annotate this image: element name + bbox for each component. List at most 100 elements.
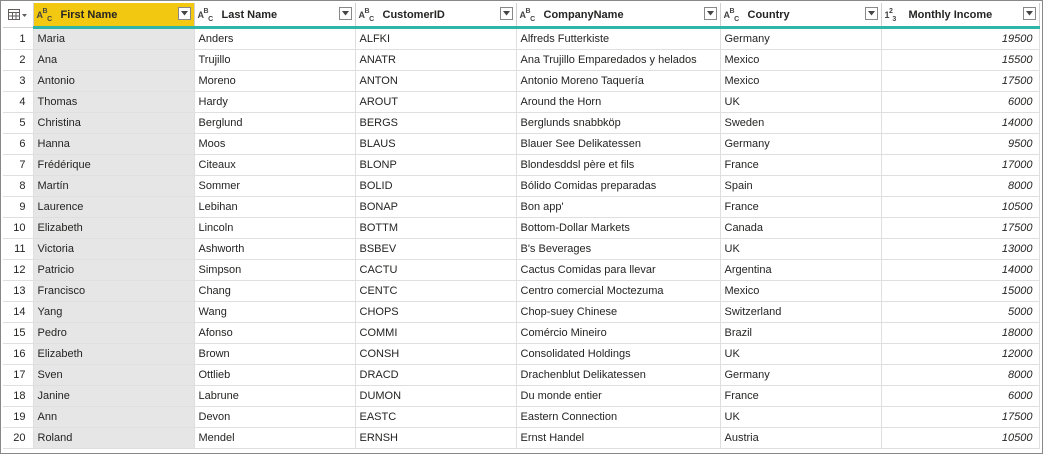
table-cell[interactable]: CENTC bbox=[355, 280, 517, 302]
table-cell[interactable]: Austria bbox=[720, 427, 882, 449]
table-cell[interactable]: Switzerland bbox=[720, 301, 882, 323]
table-cell[interactable]: France bbox=[720, 154, 882, 176]
table-cell[interactable]: Germany bbox=[720, 364, 882, 386]
table-cell[interactable]: Ana Trujillo Emparedados y helados bbox=[516, 49, 721, 71]
row-number[interactable]: 1 bbox=[3, 27, 34, 50]
column-header-last-name[interactable]: ABC Last Name bbox=[194, 3, 356, 29]
text-type-icon[interactable]: ABC bbox=[519, 7, 536, 24]
row-number[interactable]: 5 bbox=[3, 112, 34, 134]
table-cell[interactable]: CACTU bbox=[355, 259, 517, 281]
table-cell[interactable]: 9500 bbox=[881, 133, 1040, 155]
table-cell[interactable]: Anders bbox=[194, 27, 356, 50]
table-cell[interactable]: 17000 bbox=[881, 154, 1040, 176]
row-number[interactable]: 3 bbox=[3, 70, 34, 92]
table-cell[interactable]: 13000 bbox=[881, 238, 1040, 260]
table-cell[interactable]: ANTON bbox=[355, 70, 517, 92]
filter-dropdown-icon[interactable] bbox=[338, 7, 352, 20]
row-number[interactable]: 4 bbox=[3, 91, 34, 113]
filter-dropdown-icon[interactable] bbox=[703, 7, 717, 20]
table-cell[interactable]: COMMI bbox=[355, 322, 517, 344]
table-cell[interactable]: Francisco bbox=[33, 280, 195, 302]
table-cell[interactable]: Berglund bbox=[194, 112, 356, 134]
table-cell[interactable]: Brown bbox=[194, 343, 356, 365]
table-cell[interactable]: 10500 bbox=[881, 196, 1040, 218]
table-cell[interactable]: Sweden bbox=[720, 112, 882, 134]
table-cell[interactable]: Lincoln bbox=[194, 217, 356, 239]
number-type-icon[interactable]: 123 bbox=[884, 7, 897, 24]
table-cell[interactable]: Patricio bbox=[33, 259, 195, 281]
table-cell[interactable]: Chang bbox=[194, 280, 356, 302]
table-cell[interactable]: B's Beverages bbox=[516, 238, 721, 260]
table-cell[interactable]: Around the Horn bbox=[516, 91, 721, 113]
row-number[interactable]: 9 bbox=[3, 196, 34, 218]
table-cell[interactable]: Bon app' bbox=[516, 196, 721, 218]
table-cell[interactable]: Afonso bbox=[194, 322, 356, 344]
table-cell[interactable]: Trujillo bbox=[194, 49, 356, 71]
row-number[interactable]: 11 bbox=[3, 238, 34, 260]
table-cell[interactable]: CHOPS bbox=[355, 301, 517, 323]
column-header-companyname[interactable]: ABC CompanyName bbox=[516, 3, 721, 29]
table-cell[interactable]: Chop-suey Chinese bbox=[516, 301, 721, 323]
table-cell[interactable]: 17500 bbox=[881, 217, 1040, 239]
table-cell[interactable]: ALFKI bbox=[355, 27, 517, 50]
row-number[interactable]: 20 bbox=[3, 427, 34, 449]
row-number[interactable]: 6 bbox=[3, 133, 34, 155]
table-cell[interactable]: France bbox=[720, 385, 882, 407]
row-number[interactable]: 10 bbox=[3, 217, 34, 239]
row-number[interactable]: 13 bbox=[3, 280, 34, 302]
filter-dropdown-icon[interactable] bbox=[864, 7, 878, 20]
table-cell[interactable]: BOLID bbox=[355, 175, 517, 197]
table-cell[interactable]: BLONP bbox=[355, 154, 517, 176]
row-number[interactable]: 16 bbox=[3, 343, 34, 365]
table-cell[interactable]: Citeaux bbox=[194, 154, 356, 176]
table-cell[interactable]: Blondesddsl père et fils bbox=[516, 154, 721, 176]
table-cell[interactable]: Moreno bbox=[194, 70, 356, 92]
table-cell[interactable]: UK bbox=[720, 238, 882, 260]
table-cell[interactable]: Pedro bbox=[33, 322, 195, 344]
table-cell[interactable]: Moos bbox=[194, 133, 356, 155]
row-number[interactable]: 7 bbox=[3, 154, 34, 176]
table-cell[interactable]: Comércio Mineiro bbox=[516, 322, 721, 344]
table-cell[interactable]: 6000 bbox=[881, 91, 1040, 113]
table-cell[interactable]: ERNSH bbox=[355, 427, 517, 449]
table-cell[interactable]: ANATR bbox=[355, 49, 517, 71]
table-cell[interactable]: 15500 bbox=[881, 49, 1040, 71]
row-number[interactable]: 19 bbox=[3, 406, 34, 428]
table-cell[interactable]: Roland bbox=[33, 427, 195, 449]
table-cell[interactable]: Hardy bbox=[194, 91, 356, 113]
table-cell[interactable]: Sven bbox=[33, 364, 195, 386]
table-cell[interactable]: UK bbox=[720, 406, 882, 428]
table-cell[interactable]: Ann bbox=[33, 406, 195, 428]
row-number[interactable]: 2 bbox=[3, 49, 34, 71]
table-cell[interactable]: 6000 bbox=[881, 385, 1040, 407]
table-cell[interactable]: 14000 bbox=[881, 112, 1040, 134]
table-cell[interactable]: 12000 bbox=[881, 343, 1040, 365]
table-cell[interactable]: Mexico bbox=[720, 70, 882, 92]
table-menu-button[interactable] bbox=[3, 3, 34, 28]
table-cell[interactable]: Victoria bbox=[33, 238, 195, 260]
filter-dropdown-icon[interactable] bbox=[499, 7, 513, 20]
table-cell[interactable]: Canada bbox=[720, 217, 882, 239]
table-cell[interactable]: UK bbox=[720, 91, 882, 113]
row-number[interactable]: 12 bbox=[3, 259, 34, 281]
table-cell[interactable]: Thomas bbox=[33, 91, 195, 113]
table-cell[interactable]: Laurence bbox=[33, 196, 195, 218]
filter-dropdown-icon[interactable] bbox=[1022, 7, 1036, 20]
table-cell[interactable]: Frédérique bbox=[33, 154, 195, 176]
table-cell[interactable]: Janine bbox=[33, 385, 195, 407]
table-cell[interactable]: Wang bbox=[194, 301, 356, 323]
filter-dropdown-icon[interactable] bbox=[177, 7, 191, 20]
table-cell[interactable]: Sommer bbox=[194, 175, 356, 197]
table-cell[interactable]: Hanna bbox=[33, 133, 195, 155]
table-cell[interactable]: Germany bbox=[720, 27, 882, 50]
table-cell[interactable]: CONSH bbox=[355, 343, 517, 365]
table-cell[interactable]: Mendel bbox=[194, 427, 356, 449]
table-cell[interactable]: Antonio Moreno Taquería bbox=[516, 70, 721, 92]
table-cell[interactable]: Bólido Comidas preparadas bbox=[516, 175, 721, 197]
text-type-icon[interactable]: ABC bbox=[197, 7, 214, 24]
table-cell[interactable]: Devon bbox=[194, 406, 356, 428]
table-cell[interactable]: Mexico bbox=[720, 280, 882, 302]
table-cell[interactable]: Spain bbox=[720, 175, 882, 197]
table-cell[interactable]: Du monde entier bbox=[516, 385, 721, 407]
table-cell[interactable]: Centro comercial Moctezuma bbox=[516, 280, 721, 302]
